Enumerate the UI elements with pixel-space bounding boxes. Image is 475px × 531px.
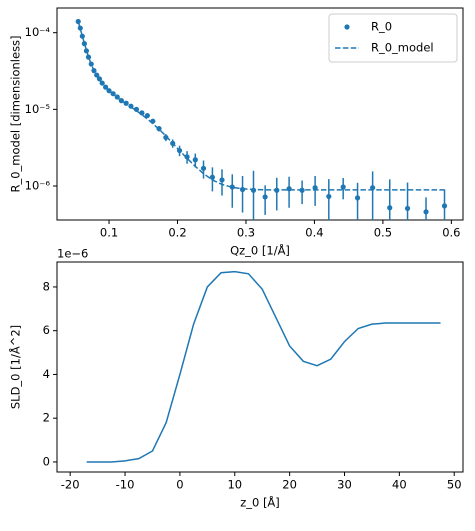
x-tick-label: 0.5 <box>374 226 392 240</box>
plot-area <box>86 270 441 463</box>
data-point <box>404 205 411 212</box>
x-tick-label: 50 <box>447 478 462 492</box>
legend-box <box>328 13 458 63</box>
data-point <box>75 18 81 25</box>
x-tick-label: 0.2 <box>168 226 186 240</box>
x-tick-label: -20 <box>61 478 80 492</box>
x-tick-label: 0.3 <box>237 226 255 240</box>
data-point <box>370 185 376 191</box>
x-tick-label: 10 <box>227 478 242 492</box>
x-axis-label: z_0 [Å] <box>240 495 280 510</box>
data-point <box>441 203 448 209</box>
legend-marker <box>344 24 350 30</box>
data-point <box>184 154 190 160</box>
plot-area <box>75 18 448 220</box>
legend-label: R_0 <box>371 20 392 34</box>
y-tick-label: 0 <box>43 454 50 468</box>
data-point <box>144 112 150 119</box>
y-tick-label: 6 <box>43 323 50 337</box>
series-line <box>86 270 441 463</box>
data-point <box>163 134 169 141</box>
axes-frame <box>56 7 464 221</box>
data-point <box>354 195 361 201</box>
data-point <box>262 194 268 200</box>
y-tick-label: 8 <box>43 279 50 293</box>
data-point <box>312 185 318 191</box>
data-point <box>139 110 145 116</box>
y-tick-label: 4 <box>43 367 50 381</box>
x-tick-label: -10 <box>116 478 135 492</box>
data-point <box>192 157 198 163</box>
y-axis-label: SLD_0 [1/Å^2] <box>8 325 23 409</box>
y-tick-label: 10⁻⁶ <box>25 178 51 192</box>
data-point <box>229 184 235 190</box>
axes-frame <box>56 261 464 473</box>
data-point <box>209 174 216 180</box>
data-point <box>326 193 332 200</box>
x-tick-label: 30 <box>337 478 352 492</box>
data-point <box>219 177 225 183</box>
x-tick-label: 40 <box>392 478 407 492</box>
y-tick-label: 2 <box>43 411 50 425</box>
y-tick-label: 10⁻⁴ <box>25 25 51 39</box>
y-tick-label: 10⁻⁵ <box>25 102 51 116</box>
x-tick-label: 20 <box>282 478 297 492</box>
data-point <box>79 33 85 39</box>
data-point <box>133 106 140 112</box>
y-axis-label: R_0_model [dimensionless] <box>9 35 23 192</box>
legend-label: R_0_model <box>371 41 434 55</box>
x-tick-label: 0.4 <box>305 226 323 240</box>
offset-text: 1e−6 <box>57 247 88 261</box>
x-tick-label: 0 <box>176 478 183 492</box>
data-point <box>387 205 393 211</box>
data-point <box>81 41 87 47</box>
x-tick-label: 0.1 <box>100 226 118 240</box>
x-tick-label: 0.6 <box>442 226 460 240</box>
data-point <box>340 184 346 190</box>
x-axis-label: Qz_0 [1/Å] <box>230 243 290 258</box>
data-point <box>423 209 429 215</box>
data-point <box>200 165 207 171</box>
